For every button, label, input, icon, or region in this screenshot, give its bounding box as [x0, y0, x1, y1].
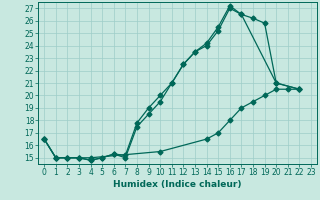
X-axis label: Humidex (Indice chaleur): Humidex (Indice chaleur)	[113, 180, 242, 189]
